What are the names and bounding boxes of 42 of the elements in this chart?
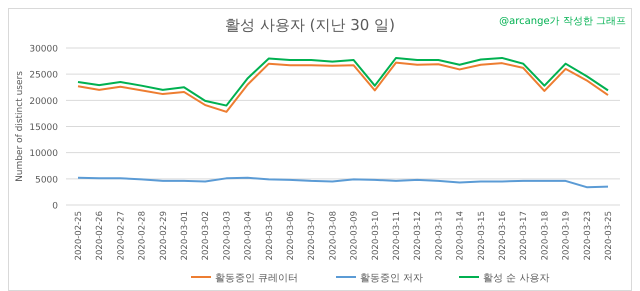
x-tick-label: 2020-03-14 <box>456 211 466 260</box>
x-tick-label: 2020-03-08 <box>328 211 338 260</box>
x-tick-label: 2020-03-11 <box>392 211 402 260</box>
x-tick-label: 2020-03-23 <box>582 211 593 260</box>
x-tick-label: 2020-02-27 <box>116 211 126 260</box>
legend-label: 활동중인 큐레이터 <box>215 273 298 284</box>
x-tick-label: 2020-02-26 <box>95 211 106 260</box>
y-axis-title: Number of distinct users <box>15 70 25 182</box>
x-tick-label: 2020-03-18 <box>540 211 550 260</box>
legend-label: 활성 순 사용자 <box>483 273 550 284</box>
x-tick-label: 2020-03-02 <box>201 211 212 260</box>
x-tick-label: 2020-03-01 <box>180 211 190 260</box>
x-tick-label: 2020-03-15 <box>476 211 487 260</box>
x-tick-label: 2020-02-25 <box>74 211 84 260</box>
x-tick-label: 2020-03-04 <box>244 211 254 260</box>
y-tick-label: 20000 <box>29 96 58 107</box>
x-tick-label: 2020-03-05 <box>264 211 275 260</box>
legend-label: 활동중인 저자 <box>360 273 424 284</box>
y-tick-label: 10000 <box>29 149 58 160</box>
y-tick-label: 5000 <box>35 175 58 186</box>
line-series <box>77 56 609 107</box>
y-tick-label: 15000 <box>29 123 58 133</box>
line-series <box>77 62 609 113</box>
text: @arcange가 작성한 그래프 <box>499 16 626 27</box>
x-tick-label: 2020-03-06 <box>286 211 296 260</box>
x-tick-label: 2020-02-29 <box>158 211 169 260</box>
x-tick-label: 2020-02-28 <box>138 211 148 260</box>
x-tick-label: 2020-03-12 <box>413 211 424 260</box>
x-tick-label: 2020-03-07 <box>307 211 318 260</box>
x-tick-label: 2020-03-19 <box>562 211 572 260</box>
y-tick-label: 30000 <box>29 44 58 54</box>
x-tick-label: 2020-03-13 <box>434 211 444 260</box>
y-tick-label: 25000 <box>29 70 58 81</box>
x-tick-label: 2020-03-17 <box>519 211 530 260</box>
x-tick-label: 2020-03-03 <box>222 211 232 260</box>
y-tick-label: 0 <box>52 202 58 212</box>
line-series <box>77 176 609 188</box>
x-tick-label: 2020-03-09 <box>350 211 360 260</box>
x-tick-label: 2020-03-10 <box>370 211 381 260</box>
x-tick-label: 2020-03-25 <box>604 211 614 260</box>
chart-title: 활성 사용자 (지난 30 일) <box>225 16 395 34</box>
x-tick-label: 2020-03-16 <box>498 211 508 260</box>
